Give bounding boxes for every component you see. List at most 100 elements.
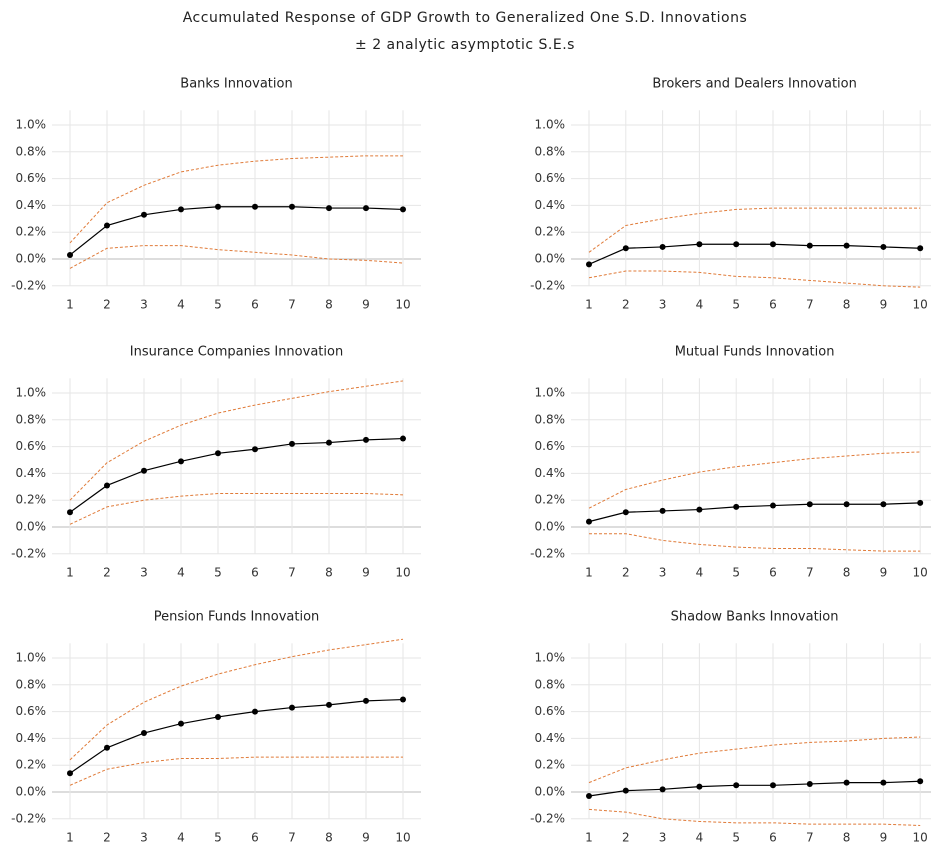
band-line: [588, 207, 921, 253]
x-tick-label: 3: [140, 831, 148, 842]
point: [659, 786, 666, 793]
point: [289, 203, 295, 210]
y-tick-label: 0.8%: [16, 144, 47, 158]
x-tick-label: 6: [251, 566, 259, 580]
point: [880, 779, 887, 786]
point: [770, 241, 776, 248]
y-tick-label: 0.6%: [535, 704, 566, 718]
point: [67, 509, 73, 516]
y-tick-label: -0.2%: [11, 546, 46, 560]
point: [917, 245, 924, 252]
band-line: [69, 245, 404, 269]
x-tick-label: 4: [696, 831, 704, 842]
point: [659, 507, 666, 514]
y-tick-label: 0.4%: [535, 731, 566, 745]
y-tick-label: 0.6%: [535, 439, 566, 453]
y-tick-label: -0.2%: [11, 811, 46, 825]
x-tick-label: 1: [585, 566, 593, 580]
x-tick-label: 8: [843, 831, 851, 842]
x-tick-label: 10: [913, 831, 928, 842]
x-tick-label: 6: [251, 831, 259, 842]
x-tick-label: 2: [622, 298, 630, 312]
point: [586, 518, 592, 525]
point: [733, 241, 740, 248]
y-tick-label: 0.4%: [16, 198, 47, 212]
response-line: [588, 243, 921, 265]
x-tick-label: 5: [732, 566, 740, 580]
x-tick-label: 8: [325, 298, 333, 312]
point: [363, 697, 369, 704]
point: [843, 779, 850, 786]
x-tick-label: 2: [103, 566, 111, 580]
x-tick-label: 1: [585, 831, 593, 842]
point: [141, 730, 147, 737]
y-tick-label: 0.8%: [535, 677, 566, 691]
x-tick-label: 8: [843, 298, 851, 312]
y-tick-label: 1.0%: [535, 118, 566, 132]
response-line: [588, 502, 921, 523]
y-tick-label: 1.0%: [535, 386, 566, 400]
x-tick-label: 6: [769, 566, 777, 580]
x-tick-label: 4: [696, 566, 704, 580]
band-line: [69, 155, 403, 244]
point: [178, 206, 184, 213]
point: [696, 241, 703, 248]
x-tick-label: 7: [288, 831, 296, 842]
x-tick-label: 5: [214, 566, 222, 580]
point: [586, 793, 592, 800]
x-tick-label: 9: [880, 298, 888, 312]
chart-subtitle: ± 2 analytic asymptotic S.E.s: [355, 37, 575, 53]
point: [806, 780, 813, 787]
y-tick-label: 0.6%: [16, 439, 47, 453]
x-tick-label: 7: [806, 566, 814, 580]
y-tick-label: -0.2%: [530, 278, 565, 292]
point: [104, 222, 110, 229]
point: [67, 770, 73, 777]
y-tick-label: 0.2%: [16, 225, 47, 239]
point: [326, 701, 332, 708]
point: [806, 501, 813, 508]
y-tick-label: -0.2%: [11, 278, 46, 292]
x-tick-label: 9: [362, 298, 370, 312]
point: [215, 713, 221, 720]
point: [622, 509, 629, 516]
x-tick-label: 7: [806, 831, 814, 842]
y-tick-label: 0.2%: [16, 493, 47, 507]
x-tick-label: 7: [288, 298, 296, 312]
x-tick-label: 5: [214, 298, 222, 312]
point: [141, 211, 147, 218]
point: [363, 205, 369, 212]
x-tick-label: 1: [66, 298, 74, 312]
point: [400, 435, 406, 442]
y-tick-label: -0.2%: [530, 811, 565, 825]
band-line: [69, 380, 404, 501]
x-tick-label: 10: [395, 566, 410, 580]
x-tick-label: 6: [769, 831, 777, 842]
response-line: [69, 698, 404, 774]
x-tick-label: 9: [880, 566, 888, 580]
point: [67, 251, 73, 258]
point: [770, 502, 776, 509]
band-line: [588, 451, 921, 509]
y-tick-label: 0.0%: [16, 252, 47, 266]
x-tick-label: 3: [659, 831, 667, 842]
x-tick-label: 8: [325, 566, 333, 580]
point: [622, 245, 629, 252]
response-line: [69, 437, 404, 513]
point: [400, 696, 406, 703]
x-tick-label: 4: [177, 831, 185, 842]
y-tick-label: 0.2%: [535, 758, 566, 772]
point: [586, 261, 592, 268]
x-tick-label: 2: [103, 298, 111, 312]
point: [696, 506, 703, 513]
x-tick-label: 10: [395, 298, 410, 312]
point: [770, 782, 776, 789]
x-tick-label: 2: [622, 566, 630, 580]
y-tick-label: 0.8%: [535, 412, 566, 426]
y-tick-label: 1.0%: [16, 651, 47, 665]
chart-title: Accumulated Response of GDP Growth to Ge…: [183, 10, 748, 26]
y-tick-label: 0.4%: [16, 466, 47, 480]
response-line: [588, 780, 921, 797]
y-tick-label: 0.0%: [535, 785, 566, 799]
y-tick-label: 1.0%: [535, 651, 566, 665]
